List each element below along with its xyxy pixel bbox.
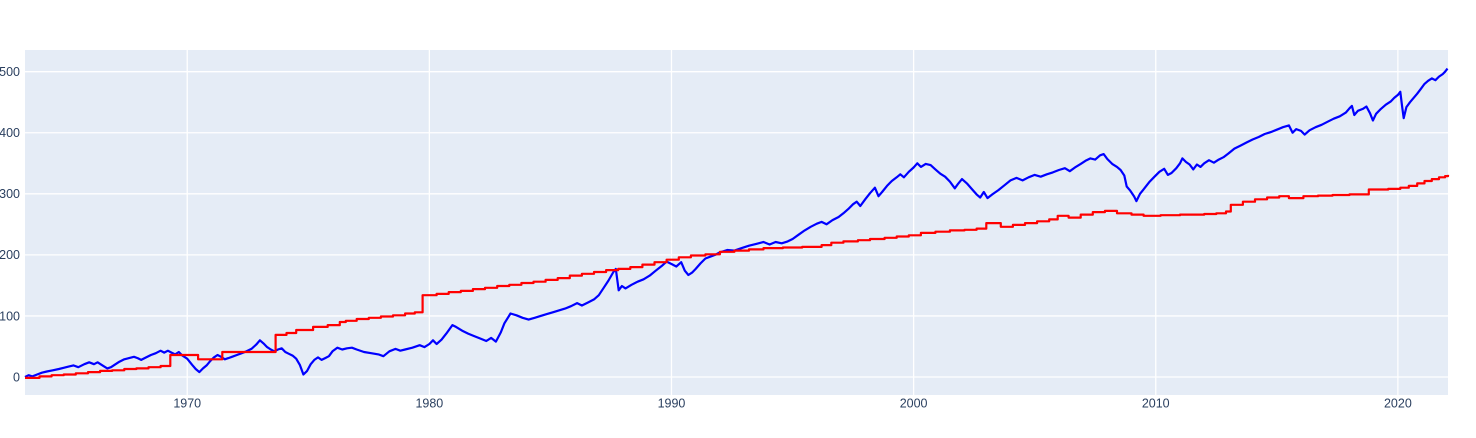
y-tick-label: 0 — [13, 370, 20, 384]
x-tick-label: 2000 — [900, 397, 928, 411]
x-tick-label: 2020 — [1384, 397, 1412, 411]
red-series-line[interactable] — [25, 174, 1450, 379]
y-tick-label: 500 — [0, 65, 20, 79]
x-tick-label: 1980 — [415, 397, 443, 411]
y-tick-label: 100 — [0, 309, 20, 323]
y-tick-label: 300 — [0, 187, 20, 201]
x-tick-label: 1970 — [173, 397, 201, 411]
x-tick-label: 2010 — [1142, 397, 1170, 411]
plot-area[interactable] — [25, 50, 1448, 395]
y-tick-label: 400 — [0, 126, 20, 140]
x-tick-label: 1990 — [658, 397, 686, 411]
y-tick-label: 200 — [0, 248, 20, 262]
